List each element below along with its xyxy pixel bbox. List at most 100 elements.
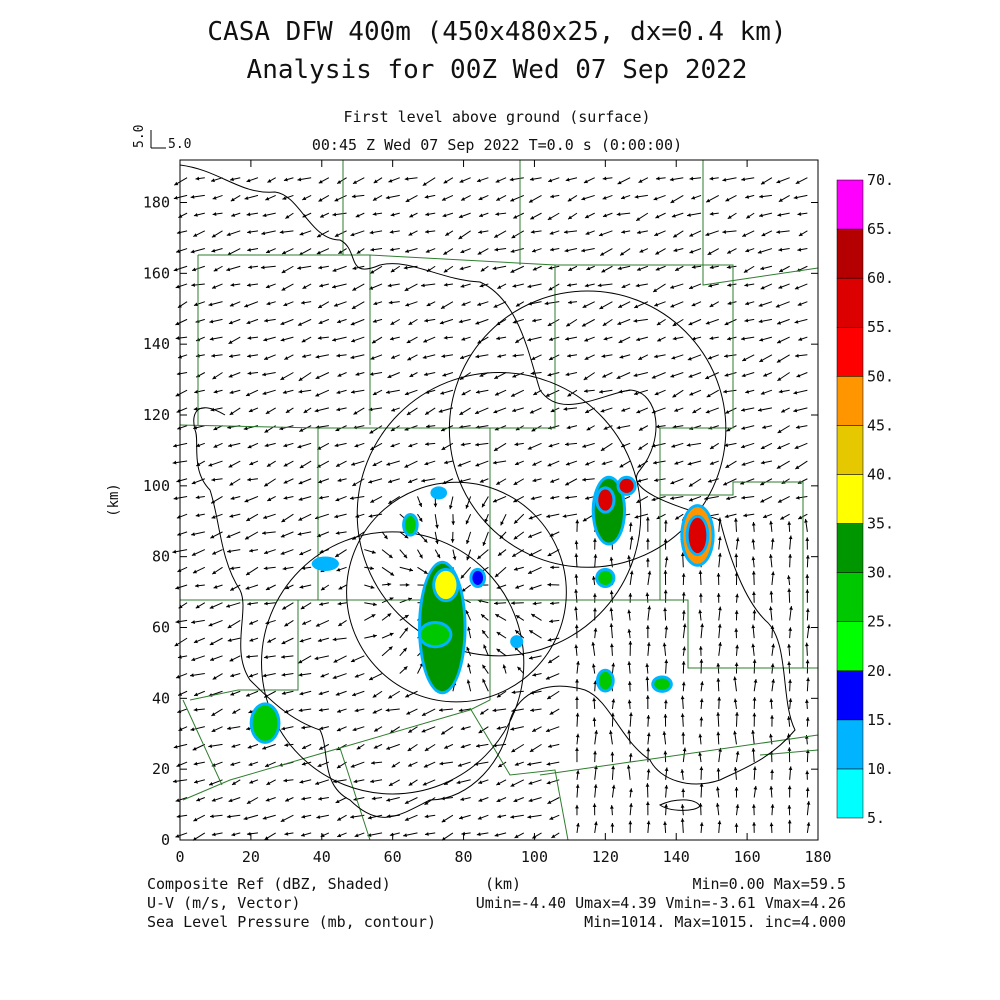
echo-cell xyxy=(311,556,339,571)
wind-vector xyxy=(511,230,525,239)
wind-vector xyxy=(681,732,686,745)
wind-vector xyxy=(741,495,755,500)
wind-vector xyxy=(460,442,471,447)
wind-vector xyxy=(247,442,259,449)
wind-vector xyxy=(530,495,542,501)
wind-vector xyxy=(689,389,702,396)
wind-vector xyxy=(209,814,223,819)
wind-vector xyxy=(646,820,651,833)
wind-vector xyxy=(301,336,312,343)
wind-vector xyxy=(407,761,418,767)
wind-vector xyxy=(262,513,276,519)
wind-vector xyxy=(283,478,294,484)
wind-vector xyxy=(417,496,423,508)
wind-vector xyxy=(628,640,633,656)
colorbar-label: 25. xyxy=(867,613,894,631)
wind-vector xyxy=(629,535,634,550)
wind-vector xyxy=(337,620,347,627)
wind-vector xyxy=(211,353,223,358)
wind-vector xyxy=(475,318,489,325)
wind-vector xyxy=(248,619,259,625)
wind-vector xyxy=(724,513,737,519)
wind-vector xyxy=(336,708,347,713)
wind-vector xyxy=(709,301,720,308)
wind-vector xyxy=(466,549,472,561)
wind-vector xyxy=(621,283,631,289)
wind-vector xyxy=(511,407,524,413)
footer-field1-stats: Min=0.00 Max=59.5 xyxy=(692,875,846,893)
wind-vector xyxy=(715,786,720,798)
wind-vector xyxy=(372,708,383,714)
wind-vector xyxy=(646,642,651,656)
wind-vector xyxy=(806,822,811,833)
wind-vector xyxy=(497,283,507,290)
wind-vector xyxy=(209,637,223,646)
wind-vector xyxy=(390,212,400,217)
wind-vector xyxy=(770,769,775,780)
level-subtitle: First level above ground (surface) xyxy=(343,108,650,126)
wind-vector xyxy=(575,784,580,798)
wind-vector xyxy=(338,248,347,255)
wind-vector xyxy=(407,354,418,361)
wind-vector xyxy=(231,743,241,748)
wind-vector xyxy=(515,614,525,621)
wind-vector xyxy=(193,301,205,307)
wind-vector xyxy=(281,248,294,255)
wind-vector xyxy=(601,354,613,358)
wind-vector xyxy=(510,248,524,253)
wind-vector xyxy=(228,336,241,345)
echo-cell xyxy=(685,514,710,557)
wind-vector xyxy=(574,553,579,568)
wind-vector xyxy=(317,301,330,309)
wind-vector xyxy=(599,248,613,256)
wind-vector xyxy=(597,283,613,288)
wind-vector xyxy=(315,372,330,380)
wind-vector xyxy=(213,584,223,589)
wind-vector xyxy=(423,372,436,377)
wind-vector xyxy=(532,601,542,606)
wind-vector xyxy=(493,442,507,452)
wind-vector xyxy=(593,750,597,763)
wind-vector xyxy=(404,814,418,821)
wind-vector xyxy=(771,643,776,656)
pressure-contour xyxy=(179,164,796,818)
wind-vector xyxy=(229,478,241,486)
wind-vector xyxy=(513,531,525,540)
wind-vector xyxy=(787,747,792,763)
wind-vector xyxy=(459,407,471,416)
wind-vector xyxy=(618,301,631,309)
wind-vector xyxy=(352,177,365,185)
wind-vector xyxy=(399,647,408,657)
wind-vector xyxy=(388,300,400,305)
wind-vector xyxy=(616,372,631,380)
wind-vector xyxy=(285,212,294,219)
wind-vector xyxy=(734,610,739,621)
wind-vector xyxy=(656,318,666,326)
wind-vector xyxy=(353,407,365,415)
wind-vector xyxy=(645,663,650,674)
colorbar-swatch xyxy=(836,670,864,721)
wind-vector xyxy=(741,372,755,378)
wind-vector xyxy=(407,743,418,752)
wind-vector xyxy=(211,549,223,555)
wind-vector xyxy=(461,336,471,341)
wind-vector xyxy=(530,708,542,713)
wind-vector xyxy=(753,678,758,692)
wind-vector xyxy=(723,389,737,394)
wind-vector xyxy=(364,566,374,571)
wind-vector xyxy=(638,442,649,451)
wind-vector xyxy=(629,803,633,816)
wind-vector xyxy=(369,425,383,434)
wind-vector xyxy=(425,212,436,217)
wind-vector xyxy=(760,496,773,503)
wind-vector xyxy=(709,336,719,341)
wind-vector xyxy=(301,725,312,730)
wind-vector xyxy=(301,354,312,359)
wind-vector xyxy=(529,584,542,590)
wind-vector xyxy=(211,513,223,519)
wind-vector xyxy=(510,194,525,202)
wind-vector xyxy=(633,372,648,377)
wind-vector xyxy=(671,212,684,218)
wind-vector xyxy=(408,318,418,326)
wind-vector xyxy=(175,673,188,679)
